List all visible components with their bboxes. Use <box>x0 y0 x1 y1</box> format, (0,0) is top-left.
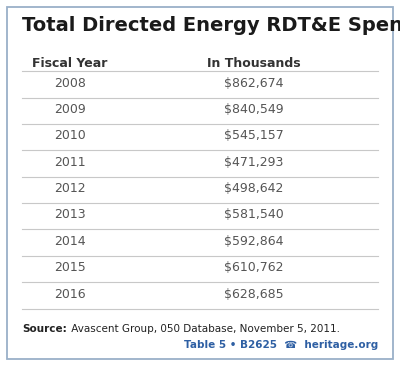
Text: $592,864: $592,864 <box>224 235 284 248</box>
Text: Source:: Source: <box>22 324 67 334</box>
Text: $581,540: $581,540 <box>224 209 284 221</box>
Text: 2008: 2008 <box>54 77 86 90</box>
Text: $840,549: $840,549 <box>224 103 284 116</box>
Text: $498,642: $498,642 <box>224 182 284 195</box>
Text: 2009: 2009 <box>54 103 86 116</box>
Text: 2013: 2013 <box>54 209 86 221</box>
Text: Fiscal Year: Fiscal Year <box>32 57 108 70</box>
Text: Table 5 • B2625  ☎  heritage.org: Table 5 • B2625 ☎ heritage.org <box>184 340 378 350</box>
Text: 2014: 2014 <box>54 235 86 248</box>
Text: 2015: 2015 <box>54 261 86 274</box>
Text: $471,293: $471,293 <box>224 156 284 169</box>
Text: $862,674: $862,674 <box>224 77 284 90</box>
Text: 2011: 2011 <box>54 156 86 169</box>
Text: In Thousands: In Thousands <box>207 57 301 70</box>
Text: $610,762: $610,762 <box>224 261 284 274</box>
Text: Total Directed Energy RDT&E Spending: Total Directed Energy RDT&E Spending <box>22 16 400 36</box>
Text: 2016: 2016 <box>54 288 86 300</box>
Text: Avascent Group, 050 Database, November 5, 2011.: Avascent Group, 050 Database, November 5… <box>68 324 340 334</box>
Text: $545,157: $545,157 <box>224 130 284 142</box>
FancyBboxPatch shape <box>7 7 393 359</box>
Text: $628,685: $628,685 <box>224 288 284 300</box>
Text: 2012: 2012 <box>54 182 86 195</box>
Text: 2010: 2010 <box>54 130 86 142</box>
